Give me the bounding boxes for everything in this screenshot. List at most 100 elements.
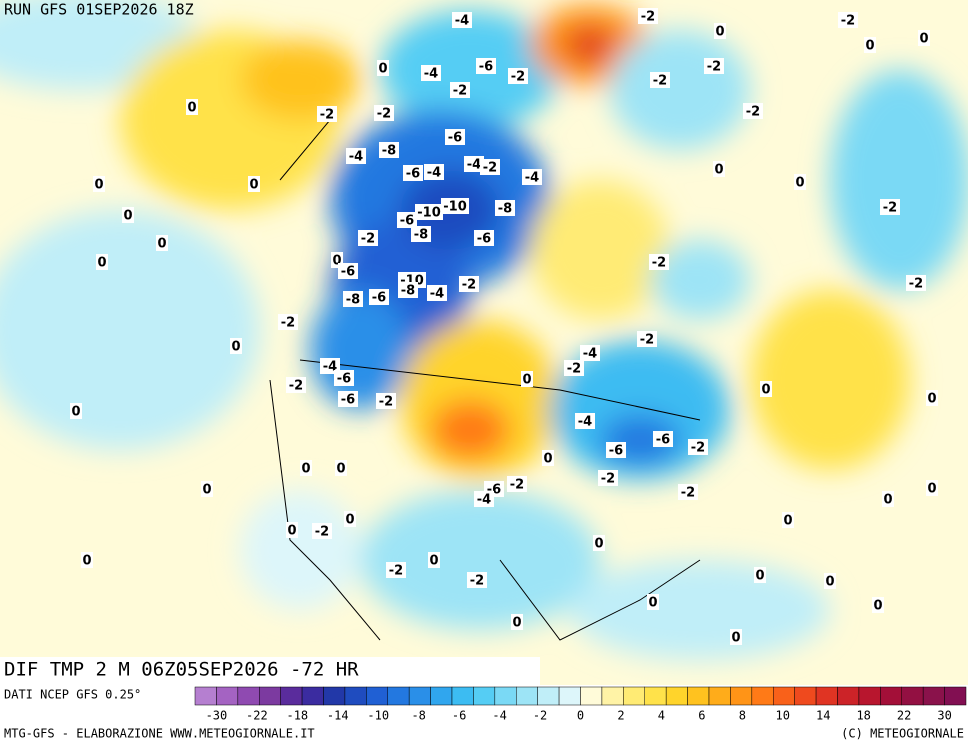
map: -4 -2 -200 0-6-40-2-2-2-20 -2 -2 -2-6-8-4-4 -2-… bbox=[0, 0, 968, 685]
contour-label: -8 bbox=[401, 284, 415, 299]
color-swatch bbox=[516, 686, 538, 706]
label-box bbox=[452, 12, 472, 28]
color-swatch bbox=[580, 686, 603, 706]
colorbar-tick-label: 6 bbox=[698, 709, 705, 723]
colorbar-tick-label: 4 bbox=[658, 709, 665, 723]
contour-label: -2 bbox=[511, 70, 525, 85]
label-box bbox=[688, 439, 708, 455]
label-box bbox=[346, 148, 366, 164]
contour-label: 0 bbox=[543, 452, 552, 467]
contour-label: -6 bbox=[406, 167, 420, 182]
color-swatch bbox=[366, 686, 389, 706]
colorbar-tick-label: -22 bbox=[246, 709, 268, 723]
contour-label: -2 bbox=[289, 379, 303, 394]
label-box bbox=[743, 103, 763, 119]
color-swatch bbox=[623, 686, 645, 706]
label-box bbox=[872, 597, 884, 613]
contour-label: -8 bbox=[346, 293, 360, 308]
contour-label: 0 bbox=[157, 237, 166, 252]
contour-label: -4 bbox=[578, 415, 592, 430]
contour-label: 0 bbox=[378, 62, 387, 77]
label-box bbox=[474, 230, 494, 246]
contour-label: 0 bbox=[429, 554, 438, 569]
color-swatch bbox=[708, 686, 731, 706]
credit: MTG-GFS - ELABORAZIONE WWW.METEOGIORNALE… bbox=[4, 727, 315, 741]
label-box bbox=[344, 511, 356, 527]
color-swatch bbox=[537, 686, 560, 706]
contour-label: -2 bbox=[681, 486, 695, 501]
colorbar-tick-label: 2 bbox=[617, 709, 624, 723]
label-box bbox=[70, 403, 82, 419]
color-swatch bbox=[430, 686, 453, 706]
label-box bbox=[445, 129, 465, 145]
contour-label: -6 bbox=[400, 214, 414, 229]
contour-label: -2 bbox=[909, 277, 923, 292]
label-box bbox=[637, 331, 657, 347]
contour-label: -2 bbox=[640, 333, 654, 348]
contour-label: 0 bbox=[825, 575, 834, 590]
contour-label: 0 bbox=[202, 483, 211, 498]
label-box bbox=[650, 72, 670, 88]
contour-label: 0 bbox=[522, 373, 531, 388]
colorbar-tick-label: 18 bbox=[856, 709, 870, 723]
color-swatch bbox=[280, 686, 303, 706]
label-box bbox=[278, 314, 298, 330]
label-box bbox=[230, 338, 242, 354]
label-box bbox=[474, 491, 494, 507]
contour-label: 0 bbox=[71, 405, 80, 420]
label-box bbox=[186, 99, 198, 115]
color-swatch bbox=[451, 686, 474, 706]
contour-label: 0 bbox=[783, 514, 792, 529]
label-box bbox=[428, 552, 440, 568]
label-box bbox=[338, 263, 358, 279]
label-box bbox=[317, 106, 337, 122]
label-box bbox=[649, 254, 669, 270]
label-box bbox=[403, 165, 423, 181]
contour-label: -2 bbox=[601, 472, 615, 487]
label-box bbox=[508, 68, 528, 84]
contour-label: 0 bbox=[755, 569, 764, 584]
contour-label: -6 bbox=[337, 372, 351, 387]
contour-label: -6 bbox=[341, 393, 355, 408]
label-box bbox=[286, 377, 306, 393]
color-swatch bbox=[794, 686, 817, 706]
label-box bbox=[374, 105, 394, 121]
label-box bbox=[564, 360, 584, 376]
contour-label: -2 bbox=[377, 107, 391, 122]
colorbar-tick-label: 14 bbox=[816, 709, 830, 723]
copyright: (C) METEOGIORNALE bbox=[841, 727, 964, 741]
label-box bbox=[511, 614, 523, 630]
label-box bbox=[647, 594, 659, 610]
color-swatch bbox=[259, 686, 281, 706]
label-box bbox=[714, 23, 726, 39]
contour-label: -2 bbox=[707, 60, 721, 75]
label-box bbox=[864, 37, 876, 53]
label-box bbox=[93, 176, 105, 192]
contour-label: -2 bbox=[567, 362, 581, 377]
label-box bbox=[507, 476, 527, 492]
label-box bbox=[379, 142, 399, 158]
label-box bbox=[880, 199, 900, 215]
contour-label: -2 bbox=[883, 201, 897, 216]
contour-label: -4 bbox=[424, 67, 438, 82]
contour-label: 0 bbox=[594, 537, 603, 552]
color-swatch bbox=[408, 686, 431, 706]
label-box bbox=[201, 481, 213, 497]
color-swatch bbox=[751, 686, 774, 706]
label-box bbox=[338, 391, 358, 407]
contour-label: -2 bbox=[379, 395, 393, 410]
colorbar-tick-label: -6 bbox=[452, 709, 466, 723]
contour-label: 0 bbox=[94, 178, 103, 193]
label-box bbox=[926, 390, 938, 406]
color-swatch bbox=[194, 686, 217, 706]
label-box bbox=[926, 480, 938, 496]
colorbar-tick-label: 8 bbox=[739, 709, 746, 723]
contour-label: -2 bbox=[841, 14, 855, 29]
contour-label: -2 bbox=[453, 84, 467, 99]
label-box bbox=[358, 230, 378, 246]
color-swatch bbox=[901, 686, 924, 706]
color-swatch bbox=[323, 686, 346, 706]
contour-label: -4 bbox=[430, 287, 444, 302]
label-box bbox=[906, 275, 926, 291]
contour-label: -2 bbox=[483, 161, 497, 176]
